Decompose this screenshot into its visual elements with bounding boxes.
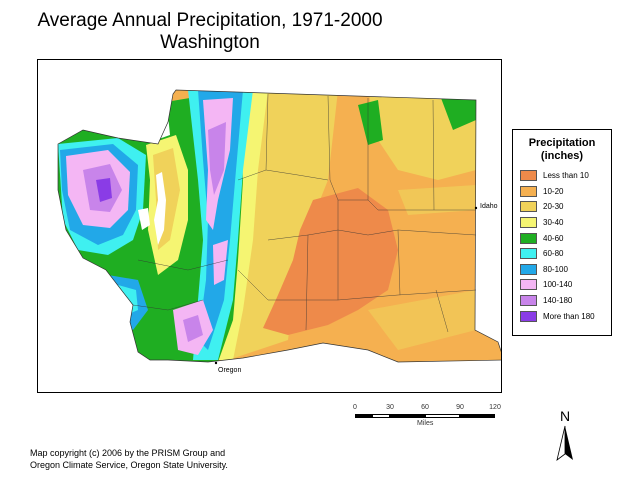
legend-swatch [520,263,537,275]
map-title: Average Annual Precipitation, 1971-2000 … [0,10,420,54]
legend-title-line-2: (inches) [540,150,584,162]
scale-segment [372,414,390,418]
scale-segment [425,414,460,418]
legend-item: 100-140 [520,277,611,293]
legend-label: 140-180 [543,296,573,306]
legend-title-line-1: Precipitation [528,137,596,149]
map-title-line-1: Average Annual Precipitation, 1971-2000 [37,10,383,31]
scale-tick-label: 30 [386,404,394,411]
legend-swatch [520,232,537,244]
scale-segment [355,414,372,418]
legend-item: 140-180 [520,293,611,309]
legend-label: 60-80 [543,249,564,259]
legend-item: More than 180 [520,308,611,324]
legend-swatch [520,248,537,260]
legend-label: 80-100 [543,264,568,274]
scale-tick-label: 0 [353,404,357,411]
legend-item: 60-80 [520,246,611,262]
idaho-label: Idaho [480,203,498,210]
scale-tick-label: 120 [489,404,501,411]
legend-item: 10-20 [520,184,611,200]
legend-item: Less than 10 [520,168,611,184]
legend-swatch [520,217,537,229]
legend-label: 30-40 [543,218,564,228]
legend-swatch [520,170,537,182]
legend-list: Less than 10 10-20 20-30 30-40 40-60 60-… [513,168,611,324]
scale-segment [390,414,425,418]
legend-swatch [520,279,537,291]
oregon-marker [214,361,218,365]
legend-title: Precipitation (inches) [513,137,611,163]
legend-swatch [520,310,537,322]
legend-item: 40-60 [520,230,611,246]
precipitation-legend: Precipitation (inches) Less than 10 10-2… [512,129,612,336]
legend-label: More than 180 [543,311,595,321]
oregon-label: Oregon [218,367,242,374]
legend-swatch [520,185,537,197]
legend-item: 20-30 [520,199,611,215]
scale-segment [460,414,495,418]
legend-label: Less than 10 [543,171,589,181]
scale-bar: 0 30 60 90 120 Miles [345,404,505,434]
copyright-line-1: Map copyright (c) 2006 by the PRISM Grou… [30,448,226,458]
scale-unit: Miles [417,420,434,427]
legend-label: 10-20 [543,186,564,196]
idaho-marker [474,206,478,210]
north-arrow: N [553,408,577,466]
legend-item: 30-40 [520,215,611,231]
legend-swatch [520,201,537,213]
scale-tick-label: 60 [421,404,429,411]
precipitation-zones [58,90,501,362]
precipitation-map: Idaho Oregon [37,59,502,393]
washington-map-graphic [57,89,501,365]
legend-label: 100-140 [543,280,573,290]
scale-tick-label: 90 [456,404,464,411]
state-outline [57,89,501,363]
legend-label: 40-60 [543,233,564,243]
copyright-line-2: Oregon Climate Service, Oregon State Uni… [30,459,228,470]
legend-item: 80-100 [520,262,611,278]
legend-label: 20-30 [543,202,564,212]
county-boundaries [132,93,477,333]
north-arrow-icon [556,425,573,461]
north-label: N [559,408,571,424]
copyright-note: Map copyright (c) 2006 by the PRISM Grou… [30,448,228,471]
legend-swatch [520,295,537,307]
map-title-line-2: Washington [160,32,260,53]
